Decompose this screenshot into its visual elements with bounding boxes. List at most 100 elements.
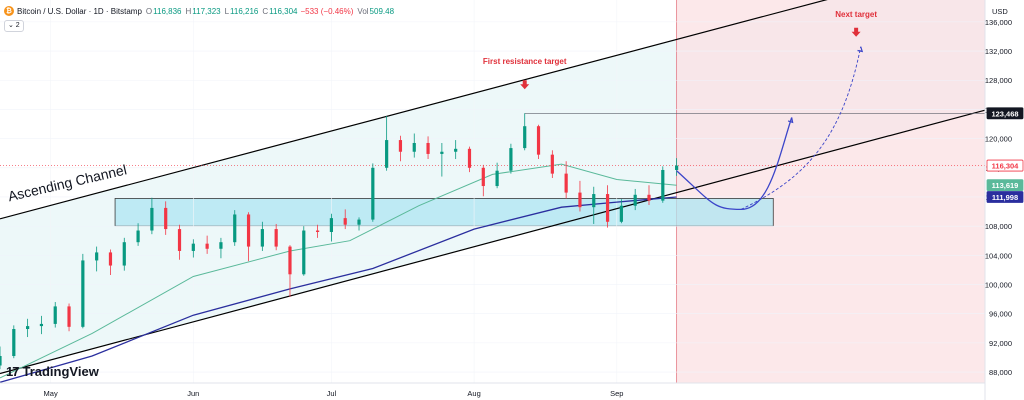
candle[interactable] — [95, 246, 99, 272]
candle[interactable] — [177, 224, 182, 260]
candle[interactable] — [619, 199, 623, 224]
candle[interactable] — [136, 223, 140, 246]
indicators-toggle[interactable]: ⌄ 2 — [4, 20, 24, 32]
symbol-title[interactable]: Bitcoin / U.S. Dollar · 1D · Bitstamp — [17, 6, 142, 16]
candle-body — [315, 230, 320, 232]
candle-body — [426, 142, 430, 154]
candle[interactable] — [564, 161, 568, 199]
candle-body — [150, 207, 154, 231]
tradingview-logo-icon: 17 — [6, 364, 20, 379]
price-tick-label: 128,000 — [985, 76, 1012, 85]
candle-body — [578, 192, 582, 208]
candle[interactable] — [371, 163, 375, 222]
candle[interactable] — [385, 115, 389, 171]
price-axis[interactable]: 136,000132,000128,000124,000120,000116,0… — [984, 0, 1024, 400]
candle[interactable] — [633, 188, 637, 211]
overlay-lines-layer — [0, 0, 986, 383]
candle-body — [343, 218, 347, 225]
price-badge[interactable]: 111,998 — [986, 191, 1024, 203]
candle[interactable] — [329, 213, 334, 242]
candle[interactable] — [26, 318, 30, 338]
candle-body — [288, 246, 292, 275]
price-badge-label: 113,619 — [992, 181, 1019, 190]
candle[interactable] — [150, 197, 154, 235]
candle[interactable] — [592, 186, 596, 224]
ma-fast-line — [0, 163, 677, 379]
time-axis[interactable]: May Jun Jul Aug Sep — [0, 382, 985, 398]
candle[interactable] — [343, 209, 347, 230]
candle[interactable] — [274, 223, 278, 251]
currency-label: USD — [992, 7, 1008, 16]
candle[interactable] — [12, 325, 16, 359]
candle[interactable] — [675, 158, 679, 176]
candle-body — [122, 242, 126, 266]
candle-body — [550, 154, 554, 174]
candle[interactable] — [398, 135, 403, 162]
candle[interactable] — [39, 315, 44, 335]
candle[interactable] — [260, 221, 264, 251]
candle[interactable] — [246, 212, 251, 262]
tradingview-logo[interactable]: 17 TradingView — [6, 364, 99, 379]
tradingview-logo-text: TradingView — [22, 364, 99, 379]
candle[interactable] — [205, 235, 209, 254]
candle-body — [53, 306, 57, 324]
candle[interactable] — [495, 162, 499, 189]
candle-body — [302, 230, 306, 275]
candle-body — [481, 167, 485, 187]
candle[interactable] — [0, 346, 2, 370]
candle-body — [233, 214, 237, 243]
candle[interactable] — [164, 201, 168, 235]
candle-body — [398, 140, 403, 152]
candle[interactable] — [661, 166, 665, 203]
candle[interactable] — [536, 124, 541, 160]
price-badge[interactable]: 116,304 — [986, 159, 1024, 172]
change-value: −533 (−0.46%) — [300, 6, 354, 16]
candle[interactable] — [454, 140, 458, 160]
candle[interactable] — [647, 185, 651, 205]
candle[interactable] — [523, 113, 527, 151]
candle[interactable] — [481, 164, 485, 197]
candle[interactable] — [578, 180, 582, 212]
candle[interactable] — [288, 245, 292, 297]
symbol-header[interactable]: ₿ Bitcoin / U.S. Dollar · 1D · Bitstamp … — [4, 4, 394, 18]
candle[interactable] — [233, 210, 237, 246]
candle[interactable] — [81, 253, 85, 329]
price-badge[interactable]: 113,619 — [986, 179, 1024, 192]
candle[interactable] — [426, 136, 430, 160]
ma-slow-line — [0, 196, 677, 383]
time-tick-label: Jul — [327, 389, 337, 398]
candle[interactable] — [108, 249, 113, 276]
support-box — [114, 198, 774, 227]
candle[interactable] — [440, 142, 444, 177]
candle[interactable] — [191, 239, 195, 258]
forecast-arrowhead — [857, 46, 864, 53]
zones-layer — [0, 0, 985, 383]
candle[interactable] — [219, 237, 223, 259]
candle-body — [592, 194, 596, 208]
candle[interactable] — [412, 133, 416, 158]
candle-body — [205, 243, 209, 249]
candle-body — [219, 242, 223, 249]
down-arrow-icon — [851, 27, 861, 37]
candle[interactable] — [357, 217, 361, 231]
candle-body — [509, 148, 513, 171]
price-badge-bg — [986, 179, 1024, 192]
candle-body — [371, 167, 375, 220]
candle[interactable] — [509, 143, 513, 174]
candle-body — [0, 356, 2, 366]
bitcoin-icon: ₿ — [4, 6, 14, 16]
candle[interactable] — [122, 237, 126, 271]
candle[interactable] — [315, 224, 320, 238]
candles-layer[interactable] — [0, 113, 679, 370]
candle[interactable] — [605, 185, 610, 228]
candle[interactable] — [302, 226, 306, 276]
candle[interactable] — [53, 302, 57, 328]
candle[interactable] — [467, 146, 472, 173]
candle[interactable] — [67, 303, 71, 332]
candle[interactable] — [550, 150, 554, 179]
candle-body — [260, 229, 264, 247]
time-tick-label: May — [44, 389, 58, 398]
price-badge[interactable]: 123,468 — [986, 107, 1024, 120]
price-badge-bg — [986, 159, 1024, 172]
